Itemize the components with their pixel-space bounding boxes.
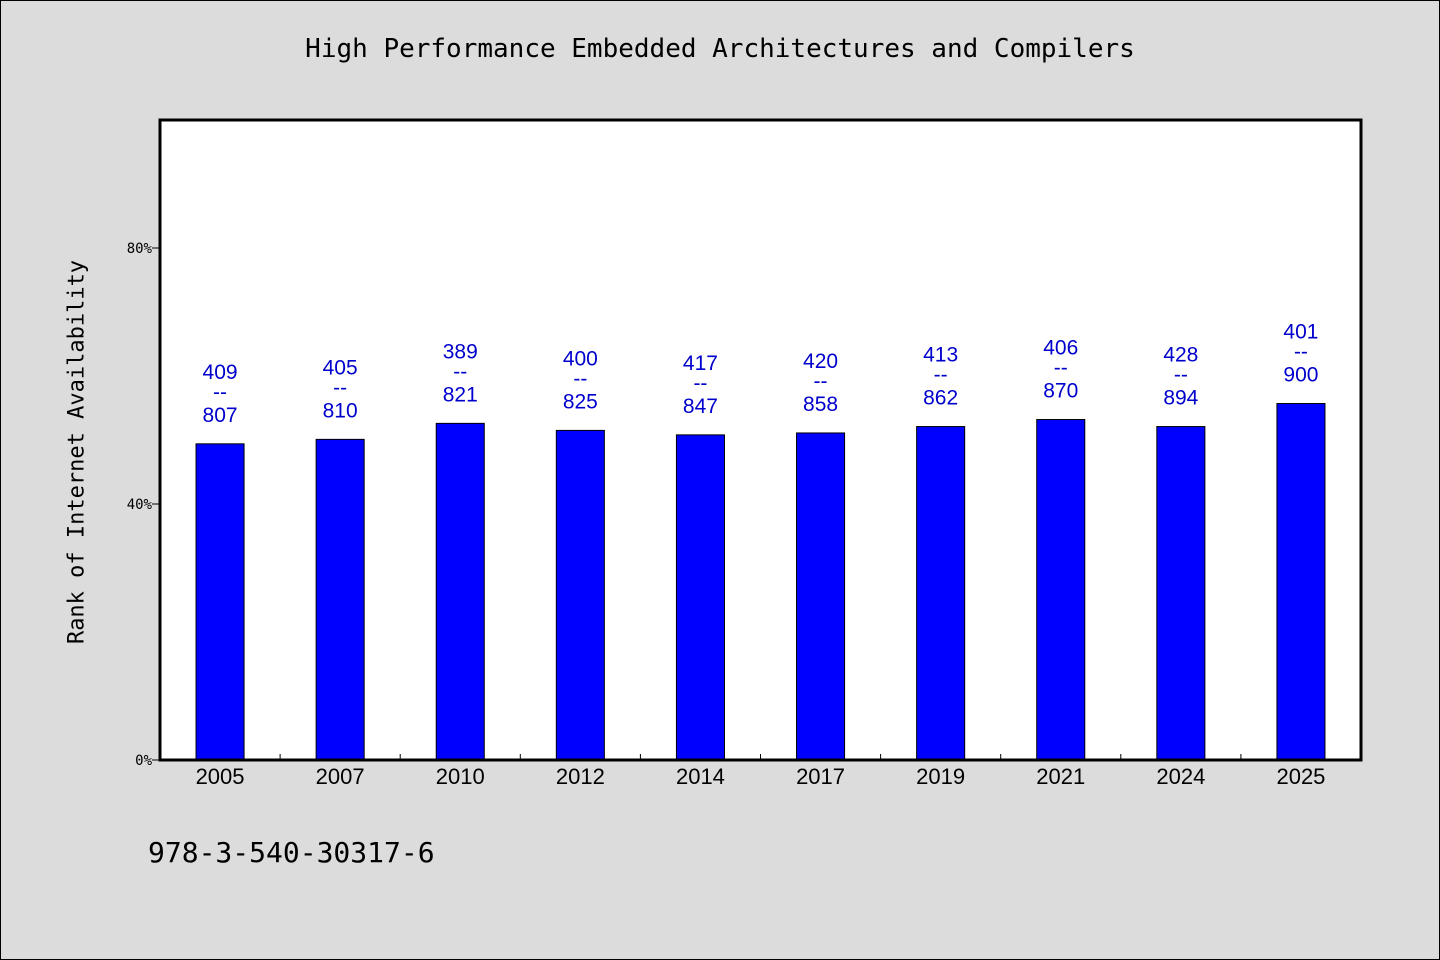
- bar-label-bottom: 894: [1163, 387, 1198, 410]
- bar-label-top: 420: [803, 350, 838, 373]
- bar-label-bottom: 870: [1043, 380, 1078, 403]
- bar: [916, 426, 966, 761]
- bar-label-bottom: 847: [683, 395, 718, 418]
- x-tick-label: 2014: [676, 764, 725, 789]
- x-tick-label: 2021: [1036, 764, 1085, 789]
- bar-label-top: 406: [1043, 337, 1078, 360]
- bar-label-bottom: 825: [563, 390, 598, 413]
- bar: [1156, 426, 1206, 761]
- bar-label-top: 389: [443, 340, 478, 363]
- bar: [1036, 419, 1086, 761]
- bar-label-separator: --: [934, 364, 948, 387]
- bar-label-top: 428: [1163, 344, 1198, 367]
- y-tick-label: 40%: [127, 497, 153, 513]
- x-tick-label: 2005: [196, 764, 245, 789]
- bar-label-top: 405: [323, 356, 358, 379]
- bar-label-top: 409: [203, 361, 238, 384]
- bar-label-top: 413: [923, 344, 958, 367]
- x-tick-label: 2025: [1276, 764, 1325, 789]
- bar-label-separator: --: [693, 372, 707, 395]
- bar-label-bottom: 810: [323, 399, 358, 422]
- bar-label-bottom: 900: [1283, 364, 1318, 387]
- bar: [555, 429, 605, 761]
- isbn-text: 978-3-540-30317-6: [148, 836, 435, 869]
- bar-label-bottom: 807: [203, 404, 238, 427]
- y-tick-label: 80%: [127, 241, 153, 257]
- bar: [1276, 403, 1326, 761]
- x-tick-label: 2010: [436, 764, 485, 789]
- bar-label-separator: --: [814, 370, 828, 393]
- x-tick-label: 2012: [556, 764, 605, 789]
- bar: [195, 443, 245, 761]
- y-tick-label: 0%: [135, 753, 152, 769]
- x-tick-label: 2019: [916, 764, 965, 789]
- bar-label-separator: --: [1174, 364, 1188, 387]
- bar: [315, 438, 365, 761]
- bar-label-top: 400: [563, 347, 598, 370]
- bar-label-top: 417: [683, 352, 718, 375]
- x-tick-label: 2017: [796, 764, 845, 789]
- x-tick-label: 2024: [1156, 764, 1205, 789]
- bar-label-separator: --: [1294, 341, 1308, 364]
- chart-title: High Performance Embedded Architectures …: [305, 34, 1135, 64]
- bar-label-top: 401: [1283, 321, 1318, 344]
- bar-label-bottom: 862: [923, 387, 958, 410]
- bar: [435, 422, 485, 761]
- x-tick-label: 2007: [316, 764, 365, 789]
- bar: [796, 432, 846, 761]
- bar-label-bottom: 858: [803, 393, 838, 416]
- bar: [675, 434, 725, 761]
- bar-label-separator: --: [573, 367, 587, 390]
- bar-label-separator: --: [453, 360, 467, 383]
- bar-label-separator: --: [1054, 357, 1068, 380]
- plot-border: [158, 118, 1363, 762]
- bar-label-bottom: 821: [443, 383, 478, 406]
- bar-label-separator: --: [333, 376, 347, 399]
- bar-label-separator: --: [213, 381, 227, 404]
